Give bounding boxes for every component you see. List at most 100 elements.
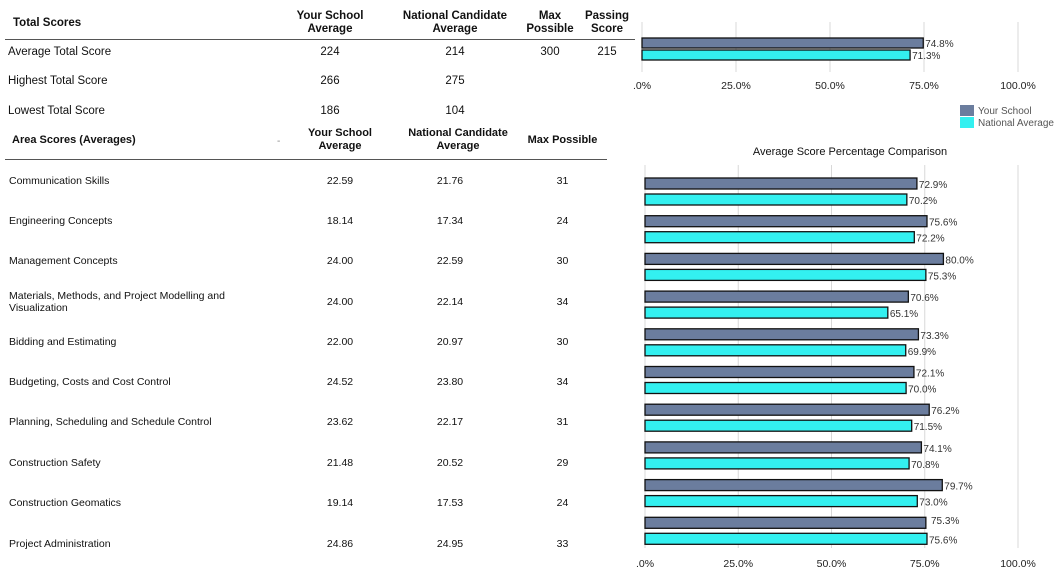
school-value: 22.59 (326, 175, 354, 187)
bar-value-label: 70.0% (908, 385, 936, 396)
national-value: 104 (445, 105, 465, 117)
school-value: 23.62 (326, 416, 354, 428)
area-label: Materials, Methods, and Project Modellin… (9, 290, 225, 314)
school-value: 24.00 (326, 296, 354, 308)
max-value: 33 (556, 538, 569, 550)
area-label-line: Visualization (9, 302, 68, 314)
bar-value-label: 75.3% (931, 516, 959, 527)
header-line: National Candidate (408, 127, 508, 139)
chart-title: Average Score Percentage Comparison (753, 146, 947, 158)
national-bar (644, 457, 910, 470)
bar-value-label: 75.6% (929, 535, 957, 546)
tick-label: 50.0% (817, 558, 847, 570)
national-value: 22.17 (436, 416, 464, 428)
school-value: 186 (320, 105, 340, 117)
bar-value-label: 65.1% (890, 309, 918, 320)
header-line: Average (318, 140, 362, 152)
header-line: Possible (526, 23, 574, 35)
max-value: 31 (556, 175, 569, 187)
national-value: 22.59 (436, 255, 464, 267)
bar-value-label: 73.0% (919, 498, 947, 509)
bar-value-label: 76.2% (931, 406, 959, 417)
max-value: 30 (556, 336, 569, 348)
school-value: 224 (320, 46, 340, 58)
national-bar (644, 193, 908, 206)
area-school-header: Your School Average (280, 127, 400, 153)
school-bar (644, 441, 923, 454)
area-label-line: Project Administration (9, 538, 111, 550)
national-bar (644, 268, 927, 282)
national-value: 20.52 (436, 457, 464, 469)
school-bar (644, 328, 920, 341)
header-line: Average (436, 140, 480, 152)
header-line: Passing (584, 10, 630, 22)
national-bar (644, 494, 918, 508)
school-value: 24.86 (326, 538, 354, 550)
max-value: 31 (556, 416, 569, 428)
bar-value-label: 70.2% (909, 196, 937, 207)
national-bar (644, 231, 915, 244)
national-value: 24.95 (436, 538, 464, 550)
national-value: 17.53 (436, 497, 464, 509)
header-line: Your School (296, 10, 364, 22)
national-value: 20.97 (436, 336, 464, 348)
header-line: Average (432, 23, 478, 35)
header-line: Your School (308, 127, 372, 139)
national-bar (644, 344, 907, 357)
national-bar (641, 49, 911, 61)
school-value: 24.00 (326, 255, 354, 267)
school-bar (644, 290, 909, 303)
area-national-header: National Candidate Average (388, 127, 528, 153)
max-value: 24 (556, 215, 569, 227)
area-label: Management Concepts (9, 255, 118, 267)
bar-value-label: 74.8% (925, 39, 953, 50)
area-label-line: Communication Skills (9, 175, 110, 187)
bar-value-label: 73.3% (920, 331, 948, 342)
bar-value-label: 80.0% (945, 255, 973, 266)
bar-value-label: 75.6% (929, 218, 957, 229)
tick-label: 50.0% (815, 80, 845, 92)
max-value: 300 (540, 46, 560, 58)
national-value: 214 (445, 46, 465, 58)
area-label-line: Materials, Methods, and Project Modellin… (9, 290, 225, 302)
school-value: 18.14 (326, 215, 354, 227)
school-bar (644, 478, 943, 492)
max-value: 30 (556, 255, 569, 267)
area-label: Construction Geomatics (9, 497, 121, 509)
tick-label: .0% (633, 80, 651, 92)
tick-label: 25.0% (723, 558, 753, 570)
bar-value-label: 74.1% (923, 444, 951, 455)
legend-label: Your School (978, 106, 1032, 117)
tick-label: 25.0% (721, 80, 751, 92)
school-value: 24.52 (326, 376, 354, 388)
national-value: 17.34 (436, 215, 464, 227)
school-bar (644, 215, 928, 228)
area-label-line: Bidding and Estimating (9, 336, 117, 348)
bar-value-label: 71.5% (914, 422, 942, 433)
legend-label: National Average (978, 118, 1054, 129)
bar-value-label: 72.2% (916, 234, 944, 245)
header-line: Max (538, 10, 562, 22)
area-label-line: Construction Geomatics (9, 497, 122, 509)
bar-value-label: 79.7% (944, 482, 972, 493)
school-bar (644, 365, 915, 379)
school-bar (644, 252, 945, 266)
school-bar (644, 177, 918, 190)
school-average-header: Your School Average (270, 10, 390, 36)
legend-swatch (960, 105, 974, 116)
tick-label: 75.0% (910, 558, 940, 570)
separator-dash: - (277, 136, 281, 147)
passing-score-header: Passing Score (578, 10, 636, 36)
school-value: 22.00 (326, 336, 354, 348)
legend-swatch (960, 117, 974, 128)
area-label: Project Administration (9, 538, 111, 550)
tick-label: 75.0% (909, 80, 939, 92)
tick-label: 100.0% (1000, 80, 1036, 92)
bar-value-label: 72.9% (919, 180, 947, 191)
school-value: 19.14 (326, 497, 354, 509)
national-value: 22.14 (436, 296, 464, 308)
area-label: Communication Skills (9, 175, 109, 187)
area-label: Construction Safety (9, 457, 101, 469)
bar-value-label: 70.6% (910, 293, 938, 304)
